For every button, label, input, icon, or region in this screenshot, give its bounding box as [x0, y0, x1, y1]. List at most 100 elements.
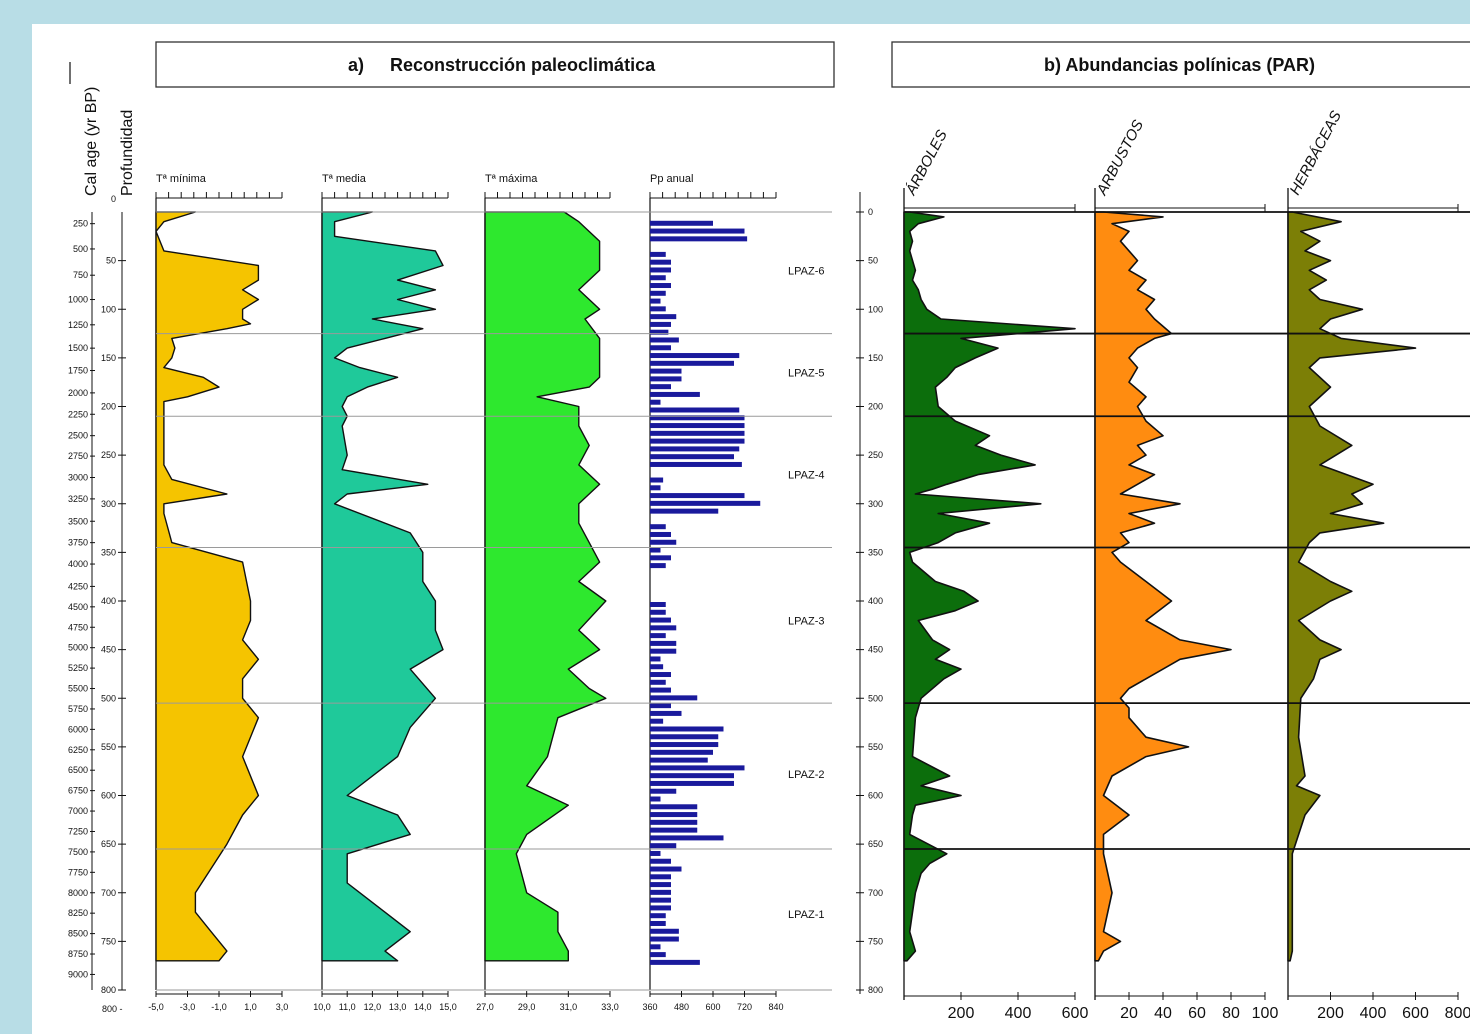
depth-tick-label: 0 — [111, 194, 116, 204]
climate-tick-label: -3,0 — [180, 1002, 196, 1012]
climate-tick-label: 11,0 — [339, 1002, 356, 1012]
precip-bar — [650, 664, 664, 670]
panel-a-prefix: a) — [348, 55, 364, 75]
precip-bar — [650, 913, 666, 919]
precip-bar — [650, 835, 724, 841]
age-tick-label: 7500 — [68, 847, 88, 857]
age-tick-label: 250 — [73, 219, 88, 229]
precip-bar — [650, 905, 671, 911]
precip-bar — [650, 843, 677, 849]
panel-b-title: b) Abundancias polínicas (PAR) — [1044, 55, 1315, 75]
age-tick-label: 4500 — [68, 602, 88, 612]
age-tick-label: 750 — [73, 270, 88, 280]
precip-bar — [650, 306, 666, 312]
precip-bar — [650, 236, 748, 242]
precip-bar — [650, 804, 698, 810]
precip-bar — [650, 765, 745, 771]
precip-bar — [650, 283, 671, 289]
age-tick-label: 4250 — [68, 581, 88, 591]
pollen-depth-tick-label: 300 — [868, 499, 883, 509]
age-tick-label: 7250 — [68, 826, 88, 836]
depth-tick-label: 650 — [101, 839, 116, 849]
precip-bar — [650, 267, 671, 273]
precip-bar — [650, 788, 677, 794]
depth-tick-label: 800 — [101, 985, 116, 995]
precip-bar — [650, 633, 666, 639]
precip-bar — [650, 858, 671, 864]
precip-bar — [650, 539, 677, 545]
age-tick-label: 6500 — [68, 765, 88, 775]
precip-bar — [650, 329, 669, 335]
climate-area — [321, 211, 444, 962]
zone-label: LPAZ-1 — [788, 909, 824, 921]
precip-bar — [650, 555, 671, 561]
age-tick-label: 7750 — [68, 867, 88, 877]
pollen-tick-label: 60 — [1188, 1005, 1206, 1022]
precip-bar — [650, 485, 661, 491]
precip-bar — [650, 298, 661, 304]
precip-bar — [650, 563, 666, 569]
pollen-depth-tick-label: 0 — [868, 207, 873, 217]
age-tick-label: 3000 — [68, 472, 88, 482]
pollen-depth-tick-label: 650 — [868, 839, 883, 849]
precip-bar — [650, 850, 661, 856]
age-tick-label: 6750 — [68, 786, 88, 796]
precip-bar — [650, 952, 666, 958]
depth-tick-label: 150 — [101, 353, 116, 363]
pollen-depth-tick-label: 550 — [868, 742, 883, 752]
precip-bar — [650, 220, 713, 226]
age-tick-label: 3500 — [68, 516, 88, 526]
precip-bar — [650, 353, 740, 359]
age-tick-label: 6000 — [68, 724, 88, 734]
age-tick-label: 7000 — [68, 806, 88, 816]
climate-area — [155, 211, 260, 962]
precip-bar — [650, 640, 677, 646]
precip-bar — [650, 648, 677, 654]
precip-bar — [650, 275, 666, 281]
age-tick-label: 4000 — [68, 559, 88, 569]
pollen-depth-tick-label: 800 — [868, 985, 883, 995]
pollen-tick-label: 400 — [1360, 1005, 1387, 1022]
climate-tick-label: 29,0 — [518, 1002, 536, 1012]
precip-bar — [650, 710, 682, 716]
pollen-tick-label: 600 — [1062, 1005, 1089, 1022]
precip-bar — [650, 609, 666, 615]
precip-bar — [650, 718, 664, 724]
panel-b-header-box — [891, 41, 1470, 88]
climate-tick-label: 13,0 — [389, 1002, 407, 1012]
precip-bar — [650, 695, 698, 701]
pollen-area — [1094, 211, 1232, 962]
precip-bar — [650, 959, 700, 965]
age-tick-label: 6250 — [68, 745, 88, 755]
precip-bar — [650, 345, 671, 351]
precip-bar — [650, 679, 666, 685]
depth-tick-label: 250 — [101, 450, 116, 460]
precip-bar — [650, 337, 679, 343]
precip-bar — [650, 524, 666, 530]
precip-bar — [650, 508, 719, 514]
climate-tick-label: -1,0 — [211, 1002, 227, 1012]
depth-tick-label: 700 — [101, 888, 116, 898]
precip-bar — [650, 368, 682, 374]
precip-bar — [650, 687, 671, 693]
precip-bar — [650, 944, 661, 950]
climate-column-title: Tª mínima — [156, 173, 207, 185]
precip-bar — [650, 438, 745, 444]
precip-bar — [650, 780, 734, 786]
pollen-depth-tick-label: 250 — [868, 450, 883, 460]
age-tick-label: 8500 — [68, 929, 88, 939]
precip-bar — [650, 430, 745, 436]
depth-tick-label: 400 — [101, 596, 116, 606]
pollen-tick-label: 100 — [1252, 1005, 1279, 1022]
climate-area — [484, 211, 607, 962]
precip-bar — [650, 384, 671, 390]
precip-bar — [650, 672, 671, 678]
climate-tick-label: 15,0 — [439, 1002, 457, 1012]
precip-bar — [650, 882, 671, 888]
precip-bar — [650, 920, 666, 926]
precip-bar — [650, 749, 713, 755]
climate-tick-label: 1,0 — [244, 1002, 257, 1012]
climate-column-title: Tª media — [322, 173, 367, 185]
age-tick-label: 8250 — [68, 908, 88, 918]
climate-tick-label: 3,0 — [276, 1002, 289, 1012]
